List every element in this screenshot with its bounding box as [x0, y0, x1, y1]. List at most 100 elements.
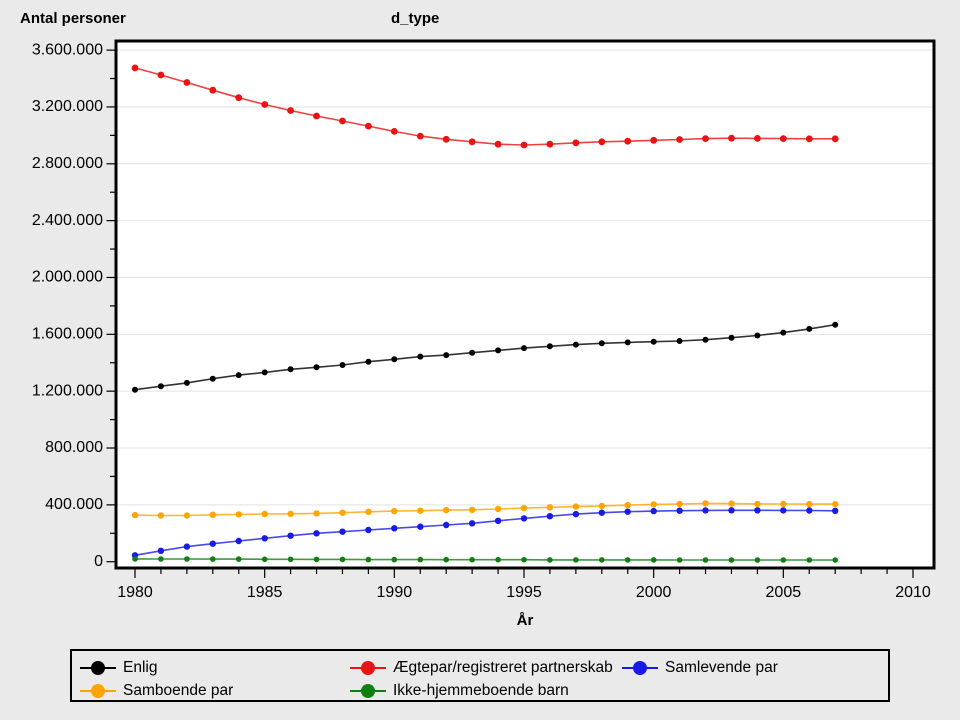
data-point — [313, 510, 320, 517]
legend-marker-icon — [350, 661, 386, 675]
data-point — [780, 507, 787, 514]
y-tick-label: 400.000 — [45, 496, 103, 513]
data-point — [287, 556, 294, 563]
data-point — [806, 325, 813, 332]
data-point — [157, 71, 165, 79]
data-point — [417, 507, 424, 514]
data-point — [261, 369, 268, 376]
data-point — [546, 343, 553, 350]
y-tick-label: 1.200.000 — [32, 382, 103, 399]
legend-item: Samlevende par — [622, 659, 778, 676]
data-point — [184, 556, 190, 562]
data-point — [313, 112, 320, 120]
data-point — [702, 135, 709, 143]
data-point — [728, 134, 735, 142]
data-point — [754, 557, 761, 563]
plot-area — [116, 41, 934, 568]
data-point — [391, 356, 398, 363]
x-tick-label: 2010 — [895, 584, 931, 601]
series-line — [134, 502, 836, 517]
data-point — [443, 556, 450, 563]
data-point — [702, 557, 709, 563]
data-point — [132, 386, 138, 393]
data-point — [650, 338, 657, 345]
data-point — [339, 362, 346, 368]
data-point — [547, 557, 553, 563]
series-line — [134, 558, 836, 561]
series-line — [134, 67, 836, 146]
data-point — [443, 506, 450, 514]
data-point — [183, 543, 191, 550]
data-point — [209, 511, 216, 518]
data-point — [598, 138, 606, 146]
data-point — [728, 500, 735, 507]
data-point — [235, 511, 242, 518]
legend-marker-icon — [80, 684, 116, 698]
series-2 — [131, 64, 839, 149]
legend: Enlig Ægtepar/registreret partnerskab Saml… — [70, 649, 890, 702]
data-point — [676, 136, 683, 143]
data-point — [520, 515, 528, 522]
data-point — [287, 107, 294, 114]
x-tick-label: 1995 — [506, 584, 542, 601]
data-point — [702, 336, 709, 343]
data-point — [520, 504, 528, 512]
data-point — [157, 383, 164, 390]
data-point — [650, 557, 657, 563]
data-point — [443, 521, 450, 529]
data-point — [417, 523, 424, 530]
data-point — [158, 556, 164, 562]
data-point — [572, 139, 580, 147]
data-point — [521, 345, 527, 352]
data-point — [728, 507, 735, 514]
data-point — [261, 535, 268, 542]
data-point — [157, 547, 165, 554]
data-point — [313, 556, 320, 563]
data-point — [183, 79, 191, 86]
data-point — [780, 557, 787, 563]
data-point — [365, 508, 372, 515]
data-point — [209, 540, 216, 547]
y-tick-label: 3.600.000 — [32, 41, 103, 58]
data-point — [521, 556, 527, 563]
legend-label: Ikke-hjemmeboende barn — [393, 682, 569, 699]
legend-item: Enlig — [80, 659, 157, 676]
data-point — [391, 507, 398, 515]
legend-label: Samlevende par — [665, 659, 778, 676]
data-point — [417, 556, 424, 563]
data-point — [365, 526, 372, 534]
data-point — [261, 556, 268, 563]
x-tick-label: 1980 — [117, 584, 153, 601]
data-point — [261, 510, 268, 518]
x-tick-label: 2005 — [766, 584, 802, 601]
x-axis-label: År — [517, 612, 534, 629]
y-axis: 0 400.000 800.000 1.200.000 1.600.000 2.000.0… — [32, 41, 115, 570]
data-point — [235, 372, 242, 379]
data-point — [210, 556, 216, 562]
data-point — [676, 500, 683, 508]
data-point — [416, 132, 424, 140]
series-line — [134, 323, 836, 391]
legend-marker-icon — [80, 661, 116, 675]
data-point — [417, 353, 424, 360]
data-point — [624, 501, 631, 509]
data-point — [494, 140, 502, 148]
data-point — [832, 321, 839, 328]
legend-label: Samboende par — [123, 682, 234, 699]
data-point — [235, 556, 242, 562]
data-point — [599, 557, 605, 563]
data-point — [702, 500, 709, 507]
line-chart: 0 400.000 800.000 1.200.000 1.600.000 2.000.0… — [32, 39, 936, 629]
data-point — [832, 500, 839, 508]
data-point — [780, 500, 787, 508]
data-point — [339, 556, 346, 563]
series-3 — [131, 507, 839, 559]
data-point — [365, 556, 372, 563]
y-axis-title: Antal personer — [20, 10, 126, 27]
data-point — [598, 502, 605, 510]
data-point — [702, 507, 709, 514]
data-point — [495, 347, 502, 354]
data-point — [780, 329, 787, 336]
y-tick-label: 800.000 — [45, 439, 103, 456]
data-point — [313, 364, 320, 371]
